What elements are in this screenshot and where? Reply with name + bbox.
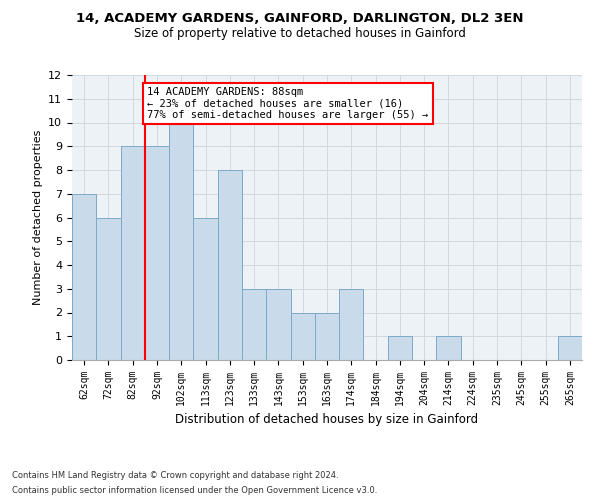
- Bar: [218, 170, 242, 360]
- Bar: [339, 289, 364, 360]
- Bar: [169, 122, 193, 360]
- Bar: [315, 312, 339, 360]
- Text: Size of property relative to detached houses in Gainford: Size of property relative to detached ho…: [134, 28, 466, 40]
- Bar: [558, 336, 582, 360]
- Text: Contains HM Land Registry data © Crown copyright and database right 2024.: Contains HM Land Registry data © Crown c…: [12, 471, 338, 480]
- Bar: [193, 218, 218, 360]
- Y-axis label: Number of detached properties: Number of detached properties: [32, 130, 43, 305]
- Bar: [388, 336, 412, 360]
- Bar: [436, 336, 461, 360]
- Text: Contains public sector information licensed under the Open Government Licence v3: Contains public sector information licen…: [12, 486, 377, 495]
- Bar: [242, 289, 266, 360]
- Bar: [145, 146, 169, 360]
- Bar: [96, 218, 121, 360]
- Bar: [121, 146, 145, 360]
- Bar: [72, 194, 96, 360]
- Text: 14 ACADEMY GARDENS: 88sqm
← 23% of detached houses are smaller (16)
77% of semi-: 14 ACADEMY GARDENS: 88sqm ← 23% of detac…: [147, 87, 428, 120]
- Bar: [290, 312, 315, 360]
- X-axis label: Distribution of detached houses by size in Gainford: Distribution of detached houses by size …: [175, 414, 479, 426]
- Text: 14, ACADEMY GARDENS, GAINFORD, DARLINGTON, DL2 3EN: 14, ACADEMY GARDENS, GAINFORD, DARLINGTO…: [76, 12, 524, 26]
- Bar: [266, 289, 290, 360]
